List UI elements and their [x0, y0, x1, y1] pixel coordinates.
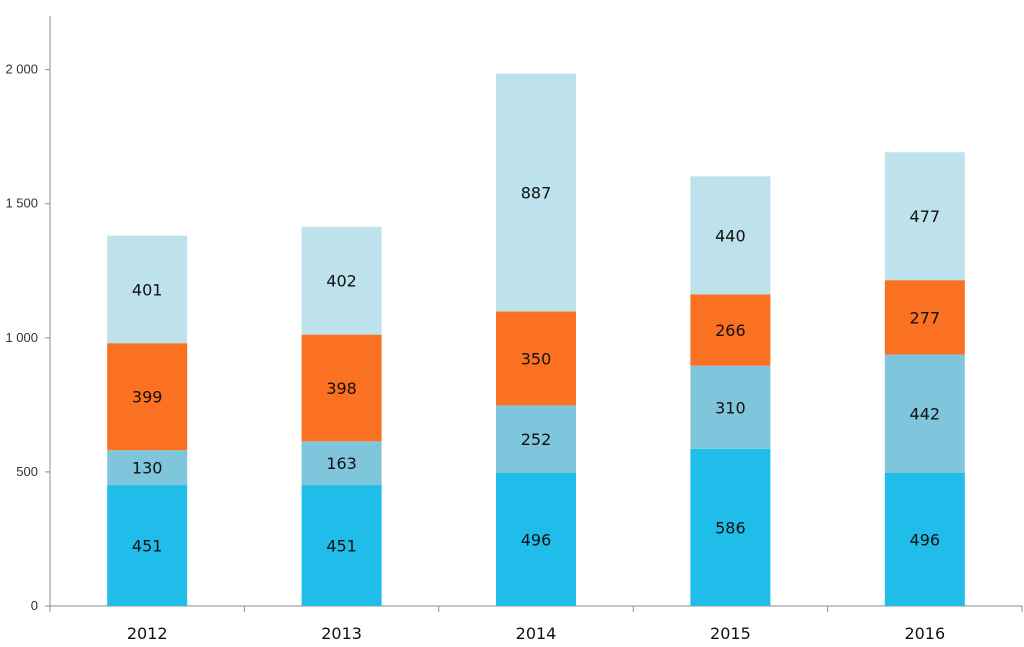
- data-labels: 451 130 399 401 451 163 398 402 496 252 350 887 586 3…: [132, 184, 940, 556]
- bar-segment: [690, 176, 771, 295]
- data-label: 277: [910, 308, 941, 327]
- data-label: 440: [715, 226, 746, 245]
- y-tick-label: 2 000: [5, 62, 38, 77]
- data-label: 401: [132, 280, 163, 299]
- data-label: 586: [715, 518, 746, 537]
- data-label: 266: [715, 321, 746, 340]
- data-label: 252: [521, 430, 552, 449]
- bar-segment: [301, 485, 382, 606]
- y-tick-label: 0: [31, 598, 38, 613]
- bar-segment: [107, 450, 188, 486]
- y-tick-label: 1 000: [5, 330, 38, 345]
- x-tick-label: 2015: [710, 624, 751, 643]
- bar-segment: [107, 235, 188, 344]
- bar-segment: [884, 472, 965, 606]
- bar-segment: [496, 73, 576, 312]
- data-label: 163: [326, 454, 357, 473]
- x-tick-label: 2014: [516, 624, 557, 643]
- x-tick-label: 2012: [127, 624, 168, 643]
- bar-segment: [496, 311, 576, 406]
- bar-segment: [690, 365, 771, 449]
- data-label: 477: [910, 207, 941, 226]
- x-tick-label: 2016: [904, 624, 945, 643]
- bar-segment: [884, 280, 965, 355]
- bar-segment: [496, 472, 576, 606]
- data-label: 451: [132, 537, 163, 556]
- bar-segment: [496, 405, 576, 473]
- bar-segment: [884, 152, 965, 281]
- bar-segment: [107, 343, 188, 451]
- bar-segment: [690, 294, 771, 366]
- y-tick-label: 500: [16, 464, 38, 479]
- x-axis: 2012 2013 2014 2015 2016: [49, 605, 1023, 643]
- data-label: 496: [521, 530, 552, 549]
- bars: [107, 73, 965, 606]
- y-tick-label: 1 500: [5, 196, 38, 211]
- data-label: 496: [910, 530, 941, 549]
- data-label: 399: [132, 388, 163, 407]
- data-label: 310: [715, 398, 746, 417]
- data-label: 130: [132, 459, 163, 478]
- y-axis: 0 500 1 000 1 500 2 000: [5, 16, 51, 613]
- data-label: 402: [326, 272, 357, 291]
- bar-segment: [301, 226, 382, 335]
- data-label: 442: [910, 405, 941, 424]
- data-label: 887: [521, 184, 552, 203]
- data-label: 350: [521, 349, 552, 368]
- bar-segment: [107, 485, 188, 606]
- bar-segment: [690, 448, 771, 606]
- data-label: 451: [326, 537, 357, 556]
- bar-segment: [301, 441, 382, 486]
- bar-segment: [884, 354, 965, 473]
- bar-segment: [301, 334, 382, 442]
- x-tick-label: 2013: [321, 624, 362, 643]
- data-label: 398: [326, 379, 357, 398]
